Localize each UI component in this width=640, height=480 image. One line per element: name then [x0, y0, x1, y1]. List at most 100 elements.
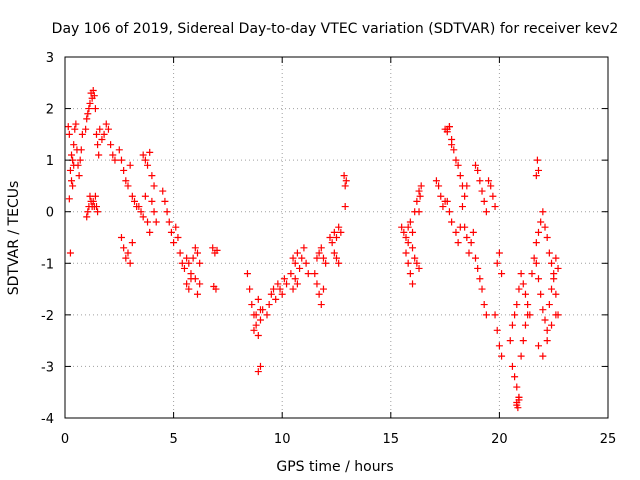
y-tick-label: 3 [46, 51, 54, 66]
y-tick-label: -3 [41, 360, 54, 375]
data-point [508, 321, 516, 329]
data-point [513, 383, 521, 391]
data-point [256, 306, 264, 314]
data-point [122, 177, 130, 185]
y-axis-ticks: -4 -3 -2 -1 0 1 2 3 [41, 51, 608, 427]
data-point [491, 311, 499, 319]
data-point [94, 208, 102, 216]
data-point [417, 182, 425, 190]
data-point [124, 182, 132, 190]
data-point [487, 182, 495, 190]
data-point [178, 259, 186, 267]
data-point [161, 197, 169, 205]
data-point [541, 316, 549, 324]
data-point [511, 311, 519, 319]
data-point [148, 197, 156, 205]
data-point [448, 218, 456, 226]
data-point [139, 213, 147, 221]
data-point [534, 228, 542, 236]
data-point [293, 280, 301, 288]
data-point [96, 125, 104, 133]
data-point [530, 254, 538, 262]
data-point [409, 244, 417, 252]
data-point [71, 125, 79, 133]
data-point [548, 285, 556, 293]
data-point [98, 136, 106, 144]
data-point [296, 264, 304, 272]
data-point [416, 192, 424, 200]
data-point [543, 337, 551, 345]
data-point [313, 254, 321, 262]
data-point [463, 234, 471, 241]
data-point [513, 301, 521, 309]
data-point [146, 148, 154, 156]
data-point [548, 259, 556, 267]
data-point [144, 161, 152, 169]
data-point [495, 342, 503, 350]
y-tick-label: 1 [46, 154, 54, 169]
data-point [493, 259, 501, 267]
data-point [254, 295, 262, 303]
data-point [552, 290, 560, 298]
data-point [189, 254, 197, 262]
data-point [511, 373, 519, 381]
data-point [534, 342, 542, 350]
data-point [465, 249, 473, 257]
data-point [137, 208, 145, 216]
data-point [552, 254, 560, 262]
data-point [92, 130, 100, 138]
data-point [404, 239, 412, 247]
x-axis-ticks: 0 5 10 15 20 25 [61, 57, 616, 447]
data-point [467, 239, 475, 247]
data-point [91, 192, 99, 200]
data-point [443, 197, 451, 205]
data-point [413, 197, 421, 205]
data-point [554, 264, 562, 272]
data-point [337, 228, 345, 236]
data-point [493, 326, 501, 334]
data-point [311, 270, 319, 278]
x-tick-label: 0 [61, 432, 69, 447]
data-point [263, 311, 271, 319]
data-point [413, 259, 421, 267]
data-point [340, 172, 348, 180]
data-point [326, 234, 334, 241]
data-point [415, 264, 423, 272]
data-point [274, 280, 282, 288]
y-tick-label: 0 [46, 206, 54, 221]
data-point [300, 244, 308, 252]
data-point [476, 275, 484, 283]
data-point [543, 326, 551, 334]
data-point [513, 401, 521, 409]
data-point [252, 311, 260, 319]
data-point [319, 254, 327, 262]
y-tick-label: -1 [41, 257, 54, 272]
data-point [485, 177, 493, 185]
data-point [532, 239, 540, 247]
data-point [315, 290, 323, 298]
data-point [474, 166, 482, 174]
data-point [70, 161, 78, 169]
data-point [443, 128, 451, 136]
data-point [83, 213, 91, 221]
data-point [276, 285, 284, 293]
data-point [183, 254, 191, 262]
data-point [66, 166, 74, 174]
data-point [508, 362, 516, 370]
data-point [404, 223, 412, 231]
data-point [328, 239, 336, 247]
data-point [141, 156, 149, 164]
data-point [124, 249, 132, 257]
data-point [267, 290, 275, 298]
data-point [289, 254, 297, 262]
data-point [515, 396, 523, 404]
data-point [86, 99, 94, 107]
data-point [152, 218, 160, 226]
data-point [135, 203, 143, 211]
data-point [243, 270, 251, 278]
data-point [83, 115, 91, 123]
data-point [291, 275, 299, 283]
data-point [472, 254, 480, 262]
data-point [491, 203, 499, 211]
data-point [144, 218, 152, 226]
